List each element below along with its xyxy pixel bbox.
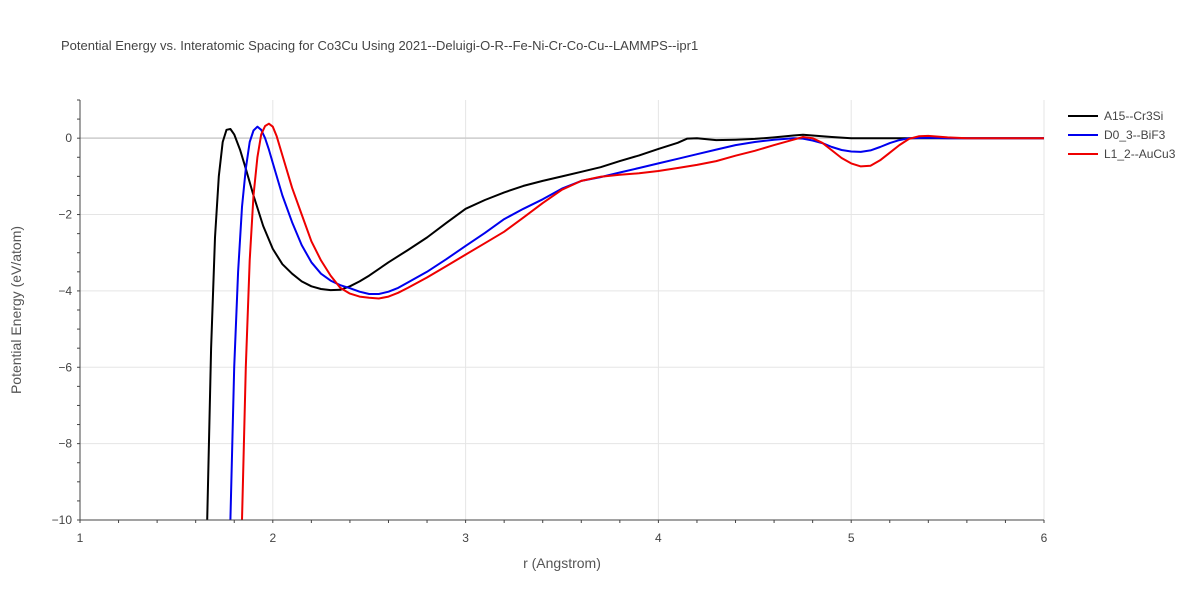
- minor-ticks: [77, 99, 1045, 523]
- series-line-1: [206, 128, 1044, 520]
- x-tick-label: 6: [1041, 531, 1048, 545]
- y-tick-label: −6: [58, 360, 72, 374]
- legend-label: D0_3--BiF3: [1104, 128, 1166, 142]
- x-tick-label: 3: [462, 531, 469, 545]
- grid: [80, 100, 1045, 520]
- x-tick-label: 1: [77, 531, 84, 545]
- series-layer: [206, 122, 1044, 520]
- y-axis-label: Potential Energy (eV/atom): [8, 226, 24, 394]
- x-tick-labels: 1 2 3 4 5 6: [77, 531, 1048, 545]
- y-tick-label: 0: [65, 131, 72, 145]
- legend: A15--Cr3Si D0_3--BiF3 L1_2--AuCu3: [1068, 109, 1176, 161]
- y-tick-label: −8: [58, 437, 72, 451]
- x-axis-label: r (Angstrom): [523, 555, 601, 571]
- legend-label: L1_2--AuCu3: [1104, 147, 1176, 161]
- y-tick-labels: −10 −8 −6 −4 −2 0: [52, 131, 73, 527]
- series-line-2: [229, 125, 1044, 520]
- x-tick-label: 4: [655, 531, 662, 545]
- y-tick-label: −2: [58, 208, 72, 222]
- x-tick-label: 5: [848, 531, 855, 545]
- y-tick-label: −10: [52, 513, 73, 527]
- y-tick-label: −4: [58, 284, 72, 298]
- x-tick-label: 2: [269, 531, 276, 545]
- series-line-3: [241, 122, 1044, 520]
- chart-title: Potential Energy vs. Interatomic Spacing…: [61, 38, 698, 53]
- legend-label: A15--Cr3Si: [1104, 109, 1163, 123]
